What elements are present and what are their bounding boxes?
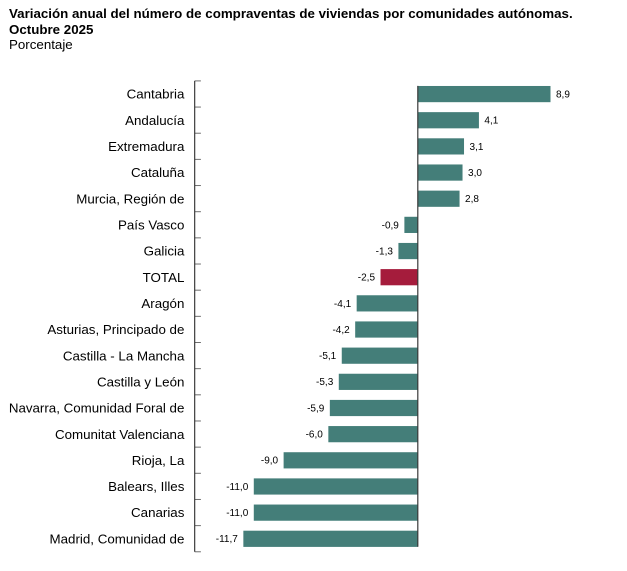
svg-text:Navarra, Comunidad Foral de: Navarra, Comunidad Foral de (9, 401, 185, 416)
svg-text:Cataluña: Cataluña (131, 165, 185, 180)
svg-text:-11,0: -11,0 (226, 508, 248, 519)
svg-text:Andalucía: Andalucía (125, 113, 185, 128)
svg-text:Galicia: Galicia (144, 244, 185, 259)
svg-text:Balears, Illes: Balears, Illes (108, 479, 185, 494)
svg-text:4,1: 4,1 (484, 116, 498, 127)
svg-text:Murcia, Región de: Murcia, Región de (76, 191, 184, 206)
svg-text:-11,7: -11,7 (216, 534, 238, 545)
svg-text:Comunitat Valenciana: Comunitat Valenciana (55, 427, 185, 442)
svg-text:3,0: 3,0 (468, 168, 482, 179)
svg-text:-11,0: -11,0 (226, 482, 248, 493)
svg-text:TOTAL: TOTAL (143, 270, 185, 285)
svg-text:Variación anual del número de: Variación anual del número de compravent… (9, 6, 573, 21)
svg-text:Extremadura: Extremadura (108, 139, 185, 154)
svg-text:Rioja, La: Rioja, La (132, 453, 185, 468)
svg-text:Madrid, Comunidad de: Madrid, Comunidad de (50, 531, 185, 546)
svg-text:3,1: 3,1 (470, 142, 484, 153)
svg-text:Porcentaje: Porcentaje (9, 37, 73, 52)
svg-text:Aragón: Aragón (141, 296, 184, 311)
svg-text:2,8: 2,8 (465, 194, 479, 205)
svg-text:Canarias: Canarias (131, 505, 185, 520)
svg-text:-6,0: -6,0 (306, 430, 324, 441)
svg-text:-5,1: -5,1 (319, 351, 337, 362)
svg-text:-4,2: -4,2 (332, 325, 350, 336)
svg-text:-1,3: -1,3 (376, 246, 394, 257)
svg-text:-5,9: -5,9 (307, 403, 325, 414)
svg-text:Octubre 2025: Octubre 2025 (9, 22, 94, 37)
svg-text:Asturias, Principado de: Asturias, Principado de (47, 322, 184, 337)
svg-text:Castilla y León: Castilla y León (97, 374, 184, 389)
svg-text:Cantabria: Cantabria (127, 87, 185, 102)
svg-text:Castilla - La Mancha: Castilla - La Mancha (63, 348, 185, 363)
svg-text:-4,1: -4,1 (334, 299, 352, 310)
svg-text:-2,5: -2,5 (358, 273, 376, 284)
svg-text:8,9: 8,9 (556, 89, 570, 100)
svg-text:País Vasco: País Vasco (118, 217, 184, 232)
svg-text:-5,3: -5,3 (316, 377, 334, 388)
svg-text:-0,9: -0,9 (382, 220, 400, 231)
svg-text:-9,0: -9,0 (261, 456, 279, 467)
